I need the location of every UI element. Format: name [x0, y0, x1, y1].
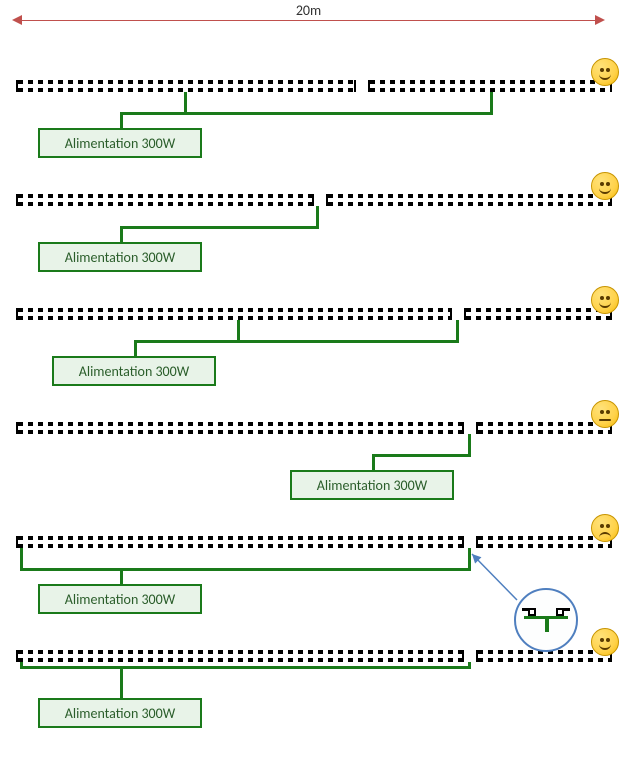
wire: [20, 548, 23, 568]
wiring-case: Alimentation 300W: [12, 284, 625, 396]
led-strip: [368, 80, 612, 92]
wire: [468, 548, 471, 568]
wiring-case: Alimentation 300W: [12, 56, 625, 168]
wire-bus: [20, 666, 471, 669]
ruler-arrow-right: [595, 15, 605, 25]
wire: [184, 92, 187, 112]
wire: [468, 434, 471, 454]
wire: [120, 226, 123, 242]
wiring-case: Alimentation 300W: [12, 398, 625, 510]
led-strip: [326, 194, 612, 206]
wire: [120, 568, 471, 571]
wire: [120, 226, 319, 229]
led-strip: [476, 536, 612, 548]
connection-detail-callout: [514, 588, 578, 652]
rating-face-icon: [591, 58, 619, 86]
rating-face-icon: [591, 172, 619, 200]
rating-face-icon: [591, 628, 619, 656]
psu-box: Alimentation 300W: [38, 128, 202, 158]
wire: [120, 568, 123, 584]
wire: [468, 662, 471, 666]
wire: [20, 568, 123, 571]
wire: [372, 454, 375, 470]
wire: [134, 340, 459, 343]
psu-box: Alimentation 300W: [38, 698, 202, 728]
led-strip: [16, 650, 464, 662]
psu-box: Alimentation 300W: [38, 584, 202, 614]
wire: [372, 454, 471, 457]
wire: [316, 206, 319, 226]
wire: [120, 666, 123, 698]
led-strip: [16, 80, 356, 92]
width-ruler: 20m: [12, 12, 625, 40]
wire: [20, 662, 23, 666]
wire: [134, 340, 137, 356]
wire: [120, 112, 123, 128]
psu-box: Alimentation 300W: [38, 242, 202, 272]
led-strip: [476, 422, 612, 434]
rating-face-icon: [591, 400, 619, 428]
wire: [120, 112, 493, 115]
psu-box: Alimentation 300W: [290, 470, 454, 500]
led-strip: [16, 422, 464, 434]
width-label: 20m: [12, 2, 605, 19]
led-strip: [464, 308, 612, 320]
cases-container: Alimentation 300W Alimentation 300W Alimen…: [12, 56, 625, 738]
led-strip: [16, 308, 452, 320]
rating-face-icon: [591, 286, 619, 314]
led-strip: [16, 194, 314, 206]
wiring-case: Alimentation 300W: [12, 170, 625, 282]
wire: [237, 320, 240, 340]
wire: [456, 320, 459, 340]
led-strip: [16, 536, 464, 548]
ruler-line: [16, 20, 601, 21]
wiring-case: Alimentation 300W: [12, 512, 625, 624]
wire: [490, 92, 493, 112]
psu-box: Alimentation 300W: [52, 356, 216, 386]
rating-face-icon: [591, 514, 619, 542]
